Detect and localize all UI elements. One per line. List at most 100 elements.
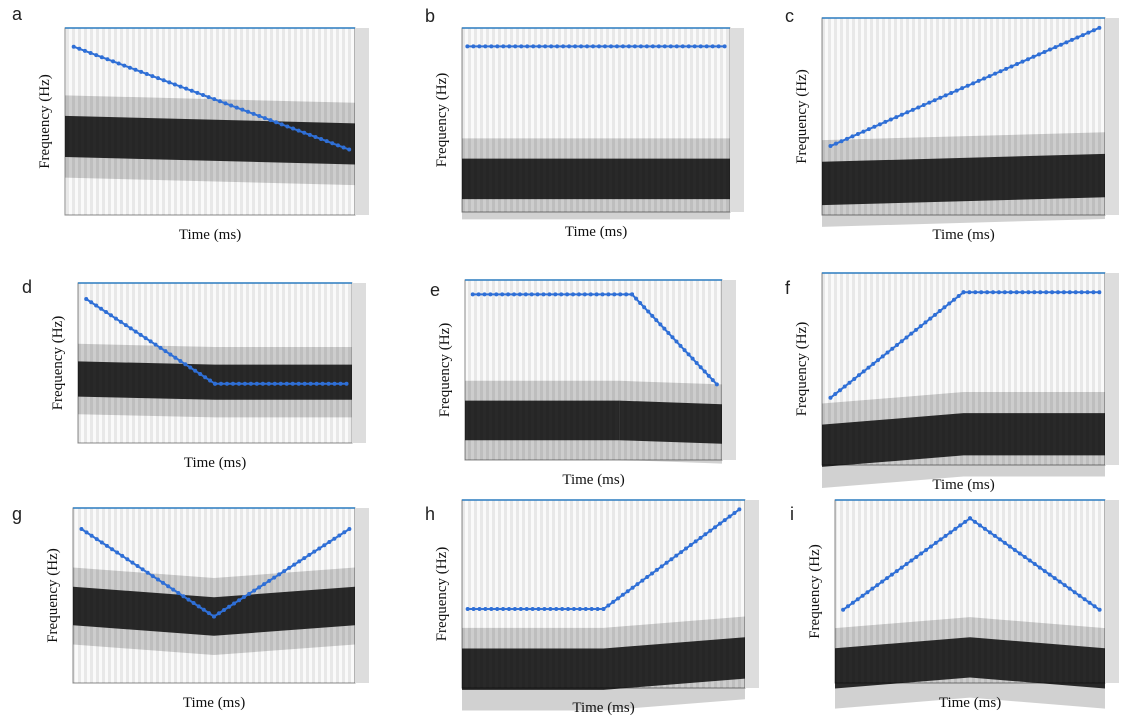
contour-dot [963,519,968,524]
formant-halo [835,617,970,709]
contour-dot [722,518,727,523]
contour-dot [612,292,617,297]
contour-dot [942,305,947,310]
contour-dot [650,571,655,576]
contour-dot [113,316,118,321]
contour-dot [686,44,691,49]
contour-dot [518,607,523,612]
contour-dot [1044,290,1049,295]
contour-dot [1036,52,1041,57]
contour-dot [571,292,576,297]
contour-dot [839,139,844,144]
contour-dot [161,580,166,585]
contour-dot [272,575,277,580]
x-axis-label: Time (ms) [183,695,245,711]
contour-dot [196,604,201,609]
contour-dot [1069,37,1074,42]
contour-dot [625,589,630,594]
contour-dot [531,44,536,49]
contour-dot [961,290,966,295]
formant-halo [73,567,214,655]
contour-dot [208,378,213,383]
formant-band [465,400,620,441]
contour-dot [71,44,76,49]
contour-dot [145,570,150,575]
contour-dot [875,358,880,363]
contour-dot [923,320,928,325]
contour-dot [227,604,232,609]
contour-dot [506,292,511,297]
contour-dot [523,292,528,297]
contour-dot [1032,290,1037,295]
contour-dot [257,113,262,118]
contour-dot [732,510,737,515]
contour-dot [910,107,915,112]
contour-dot [938,537,943,542]
contour-dot [894,343,899,347]
contour-dot [654,318,659,323]
formant-band [822,153,1105,206]
contour-dot [245,109,250,114]
contour-dot [94,53,99,58]
contour-dot [870,586,875,591]
contour-dot [84,530,89,535]
contour-dot [158,345,163,350]
contour-dot [302,130,307,135]
contour-dot [326,381,331,386]
contour-dot [982,76,987,81]
y-axis-label: Frequency (Hz) [434,547,450,642]
contour-dot [178,84,183,89]
contour-dot [1082,597,1087,602]
contour-dot [542,607,547,612]
contour-dot [262,116,267,121]
formant-band [970,637,1105,689]
contour-dot [135,564,140,569]
contour-dot [662,326,667,331]
x-axis-label: Time (ms) [179,227,241,243]
contour-dot [223,101,228,106]
contour-dot [698,535,703,540]
panel: f Time (ms) Frequency (Hz) [785,272,1119,493]
contour-dot [242,595,247,600]
contour-dot [589,607,594,612]
contour-dot [559,292,564,297]
contour-dot [921,103,926,108]
contour-dot [899,339,904,344]
panel: d Time (ms) Frequency (Hz) [22,277,366,471]
contour-dot [554,607,559,612]
contour-dot [173,355,178,360]
contour-dot [150,574,155,579]
formant-band [65,115,355,165]
contour-dot [937,309,942,314]
contour-dot [828,144,833,149]
contour-dot [193,368,198,373]
contour-dot [302,556,307,561]
contour-dot [537,44,542,49]
contour-dot [938,95,943,100]
contour-dot [248,381,253,386]
contour-dot [560,607,565,612]
contour-dot [680,44,685,49]
contour-dot [927,100,932,105]
contour-dot [191,601,196,606]
formant-halo [462,138,730,220]
contour-dot [708,528,713,533]
formant-halo [215,347,352,418]
right-strip [1105,18,1119,215]
contour-dot [630,292,635,297]
contour-dot [860,593,865,598]
contour-dot [89,533,94,538]
contour-dot [674,44,679,49]
contour-dot [218,381,223,386]
formant-band [963,413,1105,456]
contour-dot [1020,59,1025,64]
contour-dot [308,381,313,386]
contour-dot [1055,290,1060,295]
contour-dot [296,128,301,133]
contour-dot [596,44,601,49]
formant-band [462,158,730,200]
contour-dot [828,395,833,400]
right-strip [1105,273,1119,465]
contour-dot [714,382,719,387]
contour-dot [125,557,130,562]
